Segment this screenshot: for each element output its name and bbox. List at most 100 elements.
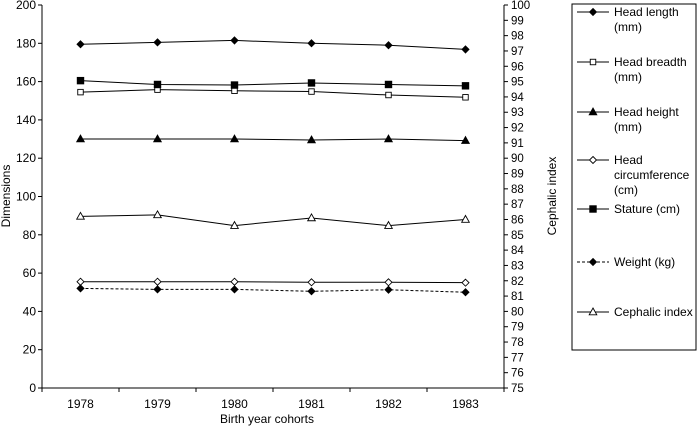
series-line (80, 80, 466, 87)
right-axis-tick-label: 83 (511, 260, 524, 272)
right-axis-tick-label: 77 (511, 352, 524, 364)
y-axis-label: Dimensions (0, 165, 13, 228)
legend-label: (mm) (614, 70, 642, 84)
left-axis-tick-label: 180 (16, 36, 36, 50)
legend-marker (588, 307, 598, 316)
legend-label: Head breadth (614, 55, 687, 69)
legend-entry-2: Head height(mm) (577, 105, 679, 134)
data-point (75, 211, 86, 220)
legend-label: (mm) (614, 120, 642, 134)
series-6 (75, 209, 471, 229)
data-point (230, 277, 239, 286)
series-line (80, 287, 466, 293)
legend-marker (588, 155, 598, 165)
right-axis-tick-label: 87 (511, 199, 524, 211)
left-axis-tick-label: 140 (16, 113, 36, 127)
data-point (230, 81, 239, 89)
right-axis-tick-label: 89 (511, 169, 524, 181)
left-axis-tick-label: 40 (23, 304, 37, 318)
right-axis-tick-label: 84 (511, 245, 524, 257)
left-axis: 0 20 40 60 80 100 120 140 160 180 200 (16, 0, 43, 395)
data-point (461, 288, 470, 297)
data-point (383, 220, 394, 229)
data-point (306, 135, 317, 144)
series-5 (76, 284, 470, 297)
data-point (307, 287, 316, 296)
data-point (461, 45, 470, 54)
data-point (230, 285, 239, 294)
data-point (384, 278, 393, 287)
legend-marker (588, 107, 598, 116)
left-axis-tick-label: 60 (23, 266, 37, 280)
right-axis-tick-label: 93 (511, 107, 524, 119)
right-axis-tick-label: 88 (511, 184, 524, 196)
series-2 (75, 134, 471, 144)
left-axis-tick-label: 100 (16, 190, 36, 204)
data-point (229, 134, 240, 143)
legend-label: circumference (614, 168, 690, 182)
data-point (76, 76, 85, 85)
right-axis-tick-label: 91 (511, 138, 524, 150)
series-line (80, 214, 466, 227)
series-line (80, 89, 466, 98)
right-axis-tick-label: 98 (511, 31, 524, 43)
series-0 (76, 36, 470, 54)
data-point (460, 214, 471, 223)
right-axis-tick-label: 97 (511, 46, 524, 58)
legend-label: Head length (614, 5, 679, 19)
legend-entry-5: Weight (kg) (577, 255, 675, 269)
legend-entry-0: Head length(mm) (577, 5, 679, 34)
data-point (153, 38, 162, 47)
series-layer (75, 36, 471, 297)
right-axis-tick-label: 76 (511, 368, 524, 380)
data-point (152, 209, 163, 219)
data-point (306, 213, 317, 222)
right-axis-tick-label: 100 (511, 0, 530, 12)
right-axis-tick-label: 82 (511, 276, 524, 288)
series-line (80, 138, 466, 142)
x-axis-tick-label: 1982 (375, 397, 402, 411)
data-point (384, 285, 393, 294)
right-axis-tick-label: 96 (511, 61, 524, 73)
right-axis-tick-label: 92 (511, 123, 524, 135)
legend-marker (588, 7, 598, 17)
legend-label: Cephalic index (614, 305, 693, 319)
data-point (153, 277, 162, 286)
right-axis-tick-label: 90 (511, 153, 524, 165)
right-axis-tick-label: 85 (511, 230, 524, 242)
right-axis-tick-label: 94 (511, 92, 524, 104)
left-axis-tick-label: 120 (16, 151, 36, 165)
legend-label: (cm) (614, 183, 638, 197)
x-axis-label: Birth year cohorts (220, 412, 314, 426)
legend-entry-6: Cephalic index (577, 305, 693, 319)
right-axis-tick-label: 81 (511, 291, 524, 303)
data-point (153, 285, 162, 294)
legend-entry-1: Head breadth(mm) (577, 55, 687, 84)
y2-axis-label: Cephalic index (545, 157, 559, 236)
legend-marker (589, 58, 597, 66)
data-point (307, 39, 316, 48)
data-point (462, 94, 469, 101)
left-axis-tick-label: 0 (29, 381, 36, 395)
right-axis-tick-label: 75 (511, 383, 524, 395)
legend-label: Stature (cm) (614, 202, 680, 216)
data-point (76, 277, 85, 286)
data-point (307, 79, 316, 87)
legend-label: Weight (kg) (614, 255, 675, 269)
left-axis-tick-label: 160 (16, 75, 36, 89)
x-axis: 1978 1979 1980 1981 1982 1983 (41, 387, 505, 411)
data-point (76, 284, 85, 293)
legend-marker (588, 257, 598, 267)
x-axis-tick-label: 1981 (298, 397, 325, 411)
data-point (308, 88, 315, 95)
legend: Head length(mm)Head breadth(mm)Head heig… (571, 3, 697, 351)
series-line (80, 281, 466, 284)
left-axis-tick-label: 20 (23, 343, 37, 357)
data-point (384, 41, 393, 50)
data-point (230, 36, 239, 45)
data-point (460, 135, 471, 144)
x-axis-tick-label: 1983 (452, 397, 479, 411)
data-point (461, 82, 470, 90)
